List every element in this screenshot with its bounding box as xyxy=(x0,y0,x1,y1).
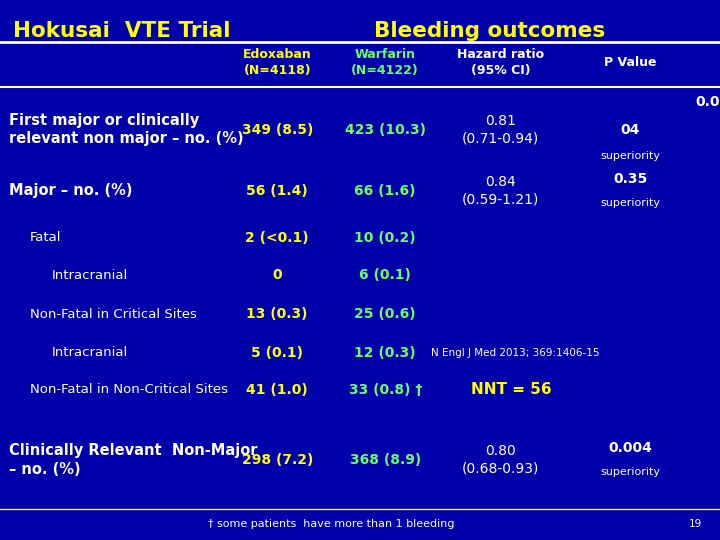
Text: Fatal: Fatal xyxy=(30,231,62,244)
Text: 0: 0 xyxy=(272,268,282,282)
Text: Intracranial: Intracranial xyxy=(52,269,128,282)
Text: 0.80
(0.68-0.93): 0.80 (0.68-0.93) xyxy=(462,444,539,476)
Text: superiority: superiority xyxy=(600,151,660,160)
Text: superiority: superiority xyxy=(600,467,660,477)
Text: 0.81
(0.71-0.94): 0.81 (0.71-0.94) xyxy=(462,114,539,145)
Text: Hokusai  VTE Trial: Hokusai VTE Trial xyxy=(13,21,230,40)
Text: 56 (1.4): 56 (1.4) xyxy=(246,184,308,198)
Text: 6 (0.1): 6 (0.1) xyxy=(359,268,411,282)
Text: 10 (0.2): 10 (0.2) xyxy=(354,231,416,245)
Text: Edoxaban
(N=4118): Edoxaban (N=4118) xyxy=(243,48,312,77)
Text: First major or clinically
relevant non major – no. (%): First major or clinically relevant non m… xyxy=(9,113,243,146)
Text: 66 (1.6): 66 (1.6) xyxy=(354,184,416,198)
Text: 423 (10.3): 423 (10.3) xyxy=(345,123,426,137)
Text: superiority: superiority xyxy=(600,198,660,207)
Text: Intracranial: Intracranial xyxy=(52,346,128,359)
Text: Warfarin
(N=4122): Warfarin (N=4122) xyxy=(351,48,419,77)
Text: 5 (0.1): 5 (0.1) xyxy=(251,346,303,360)
Text: Non-Fatal in Non-Critical Sites: Non-Fatal in Non-Critical Sites xyxy=(30,383,228,396)
Text: 298 (7.2): 298 (7.2) xyxy=(241,453,313,467)
Text: 13 (0.3): 13 (0.3) xyxy=(246,307,308,321)
Text: 0.35: 0.35 xyxy=(613,172,647,186)
Text: Non-Fatal in Critical Sites: Non-Fatal in Critical Sites xyxy=(30,308,197,321)
Text: 2 (<0.1): 2 (<0.1) xyxy=(246,231,309,245)
Text: † some patients  have more than 1 bleeding: † some patients have more than 1 bleedin… xyxy=(208,519,454,529)
Text: 349 (8.5): 349 (8.5) xyxy=(241,123,313,137)
Text: N Engl J Med 2013; 369:1406-15: N Engl J Med 2013; 369:1406-15 xyxy=(431,348,599,357)
Text: 33 (0.8) †: 33 (0.8) † xyxy=(348,383,422,397)
Text: 12 (0.3): 12 (0.3) xyxy=(354,346,416,360)
Text: 04: 04 xyxy=(621,123,639,137)
Text: NNT = 56: NNT = 56 xyxy=(471,382,552,397)
Text: 0.004: 0.004 xyxy=(608,441,652,455)
Text: Major – no. (%): Major – no. (%) xyxy=(9,183,132,198)
Text: Hazard ratio
(95% CI): Hazard ratio (95% CI) xyxy=(456,48,544,77)
Text: 0.0: 0.0 xyxy=(696,94,720,109)
Text: 41 (1.0): 41 (1.0) xyxy=(246,383,308,397)
Text: Clinically Relevant  Non-Major
– no. (%): Clinically Relevant Non-Major – no. (%) xyxy=(9,443,257,477)
Text: 25 (0.6): 25 (0.6) xyxy=(354,307,416,321)
Text: 0.84
(0.59-1.21): 0.84 (0.59-1.21) xyxy=(462,175,539,206)
Text: Bleeding outcomes: Bleeding outcomes xyxy=(374,21,606,40)
Text: 368 (8.9): 368 (8.9) xyxy=(350,453,420,467)
Text: 19: 19 xyxy=(689,519,702,529)
Text: P Value: P Value xyxy=(604,56,656,69)
